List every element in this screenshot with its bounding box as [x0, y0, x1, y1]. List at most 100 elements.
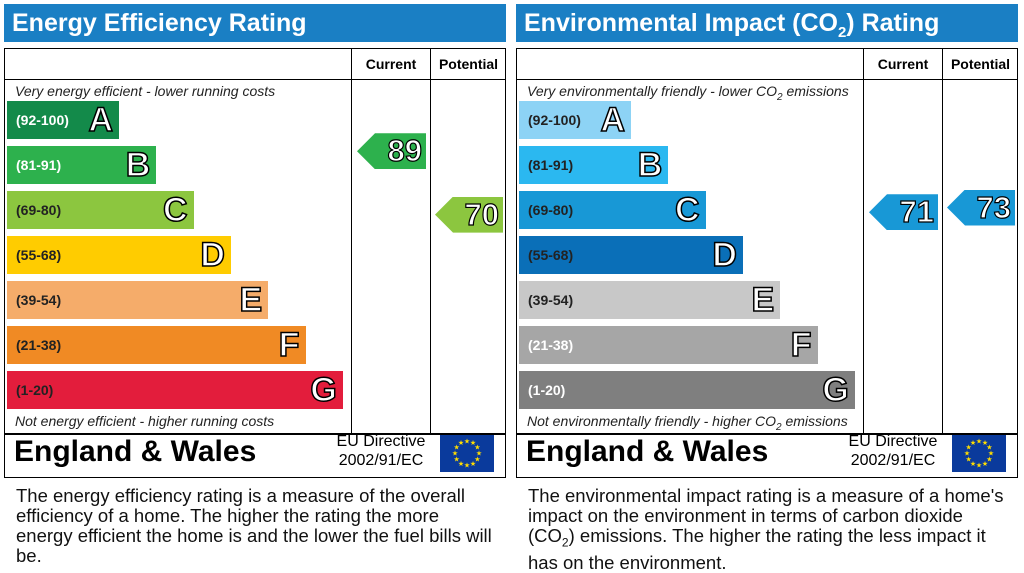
- star-icon: ★: [982, 439, 988, 447]
- divider: [942, 49, 943, 434]
- band-letter: E: [239, 280, 263, 320]
- divider: [863, 49, 864, 434]
- star-icon: ★: [453, 456, 459, 464]
- star-icon: ★: [458, 439, 464, 447]
- star-icon: ★: [474, 444, 480, 452]
- band-f: (21-38) F: [7, 325, 306, 365]
- band-range: (1-20): [528, 382, 566, 398]
- eu-stars: ★★★★★★★★★ ★ ★★: [964, 438, 994, 470]
- potential-rating-arrow: 73: [947, 189, 1015, 226]
- star-icon: ★: [976, 462, 982, 470]
- star-icon: ★: [464, 462, 470, 470]
- band-f: (21-38) F: [519, 325, 818, 365]
- current-rating-arrow: 89: [357, 133, 426, 170]
- band-range: (39-54): [16, 292, 62, 308]
- star-icon: ★: [476, 450, 482, 458]
- potential-rating-value: 73: [976, 189, 1012, 226]
- band-letter: G: [822, 370, 850, 410]
- eu-directive-line1: EU Directive: [336, 433, 426, 450]
- potential-column-header: Potential: [950, 56, 1011, 72]
- band-d: (55-68) D: [7, 235, 231, 275]
- region-label: England & Wales: [14, 435, 257, 468]
- top-note: Very environmentally friendly - lower CO…: [527, 83, 849, 103]
- eu-directive-line2: 2002/91/EC: [850, 452, 936, 469]
- band-range: (21-38): [16, 337, 62, 353]
- potential-rating-arrow: 70: [435, 196, 503, 233]
- star-icon: ★: [965, 444, 971, 452]
- band-letter: D: [200, 235, 226, 275]
- energy-efficiency-panel: Energy Efficiency Rating Current Potenti…: [4, 4, 506, 478]
- band-c: (69-80) C: [519, 190, 706, 230]
- panel-title: Energy Efficiency Rating: [4, 4, 506, 42]
- band-letter: E: [751, 280, 775, 320]
- band-range: (21-38): [528, 337, 574, 353]
- band-c: (69-80) C: [7, 190, 194, 230]
- band-range: (55-68): [16, 247, 62, 263]
- star-icon: ★: [470, 460, 476, 468]
- band-letter: F: [278, 325, 300, 365]
- star-icon: ★: [458, 460, 464, 468]
- band-range: (69-80): [16, 202, 62, 218]
- environmental-description: The environmental impact rating is a mea…: [528, 485, 1004, 573]
- current-column-header: Current: [365, 56, 417, 72]
- band-letter: A: [600, 100, 626, 140]
- rating-frame: Current Potential Very energy efficient …: [4, 48, 506, 478]
- band-e: (39-54) E: [7, 280, 269, 320]
- star-icon: ★: [986, 444, 992, 452]
- star-icon: ★: [470, 439, 476, 447]
- potential-rating-value: 70: [464, 196, 500, 233]
- band-letter: D: [712, 235, 738, 275]
- panel-title: Environmental Impact (CO2) Rating: [516, 4, 1018, 42]
- band-a: (92-100) A: [519, 100, 631, 140]
- band-b: (81-91) B: [519, 145, 669, 185]
- band-e: (39-54) E: [519, 280, 781, 320]
- rating-frame: Current Potential Very environmentally f…: [516, 48, 1018, 478]
- band-range: (92-100): [16, 112, 69, 128]
- band-a: (92-100) A: [7, 100, 119, 140]
- eu-stars: ★★★★★★★★★ ★ ★★: [452, 438, 482, 470]
- eu-flag-icon: ★ ★ ★ ★ ★ ★ ★ ★ ★ ★ ★ ★: [440, 434, 494, 472]
- band-g: (1-20) G: [7, 370, 343, 410]
- band-range: (39-54): [528, 292, 574, 308]
- bottom-note: Not environmentally friendly - higher CO…: [527, 413, 848, 433]
- star-icon: ★: [964, 450, 970, 458]
- star-icon: ★: [452, 450, 458, 458]
- star-icon: ★: [986, 456, 992, 464]
- divider: [517, 433, 1017, 434]
- band-b: (81-91) B: [7, 145, 157, 185]
- band-range: (81-91): [16, 157, 62, 173]
- band-letter: F: [790, 325, 812, 365]
- eu-directive: EU Directive 2002/91/EC: [332, 432, 430, 470]
- star-icon: ★: [970, 439, 976, 447]
- star-icon: ★: [970, 460, 976, 468]
- current-rating-value: 89: [387, 133, 423, 169]
- band-letter: A: [88, 100, 114, 140]
- top-note: Very energy efficient - lower running co…: [15, 83, 276, 99]
- band-range: (69-80): [528, 202, 574, 218]
- energy-description: The energy efficiency rating is a measur…: [16, 485, 492, 566]
- eu-directive-line2: 2002/91/EC: [338, 452, 424, 469]
- current-rating-value: 71: [899, 194, 935, 230]
- footer: England & Wales EU Directive 2002/91/EC …: [4, 432, 506, 478]
- star-icon: ★: [965, 456, 971, 464]
- footer: England & Wales EU Directive 2002/91/EC …: [516, 432, 1018, 478]
- band-letter: B: [125, 145, 151, 185]
- band-letter: C: [162, 190, 188, 230]
- band-letter: G: [310, 370, 338, 410]
- potential-column-header: Potential: [438, 56, 499, 72]
- band-range: (81-91): [528, 157, 574, 173]
- current-column-header: Current: [877, 56, 929, 72]
- star-icon: ★: [976, 438, 982, 446]
- region-label: England & Wales: [526, 435, 769, 468]
- band-letter: C: [674, 190, 700, 230]
- band-range: (55-68): [528, 247, 574, 263]
- eu-directive: EU Directive 2002/91/EC: [844, 432, 942, 470]
- star-icon: ★: [464, 438, 470, 446]
- divider: [517, 79, 1017, 80]
- divider: [5, 79, 505, 80]
- bottom-note: Not energy efficient - higher running co…: [15, 413, 275, 429]
- band-letter: B: [637, 145, 663, 185]
- divider: [351, 49, 352, 434]
- environmental-impact-panel: Environmental Impact (CO2) Rating Curren…: [516, 4, 1018, 478]
- star-icon: ★: [982, 460, 988, 468]
